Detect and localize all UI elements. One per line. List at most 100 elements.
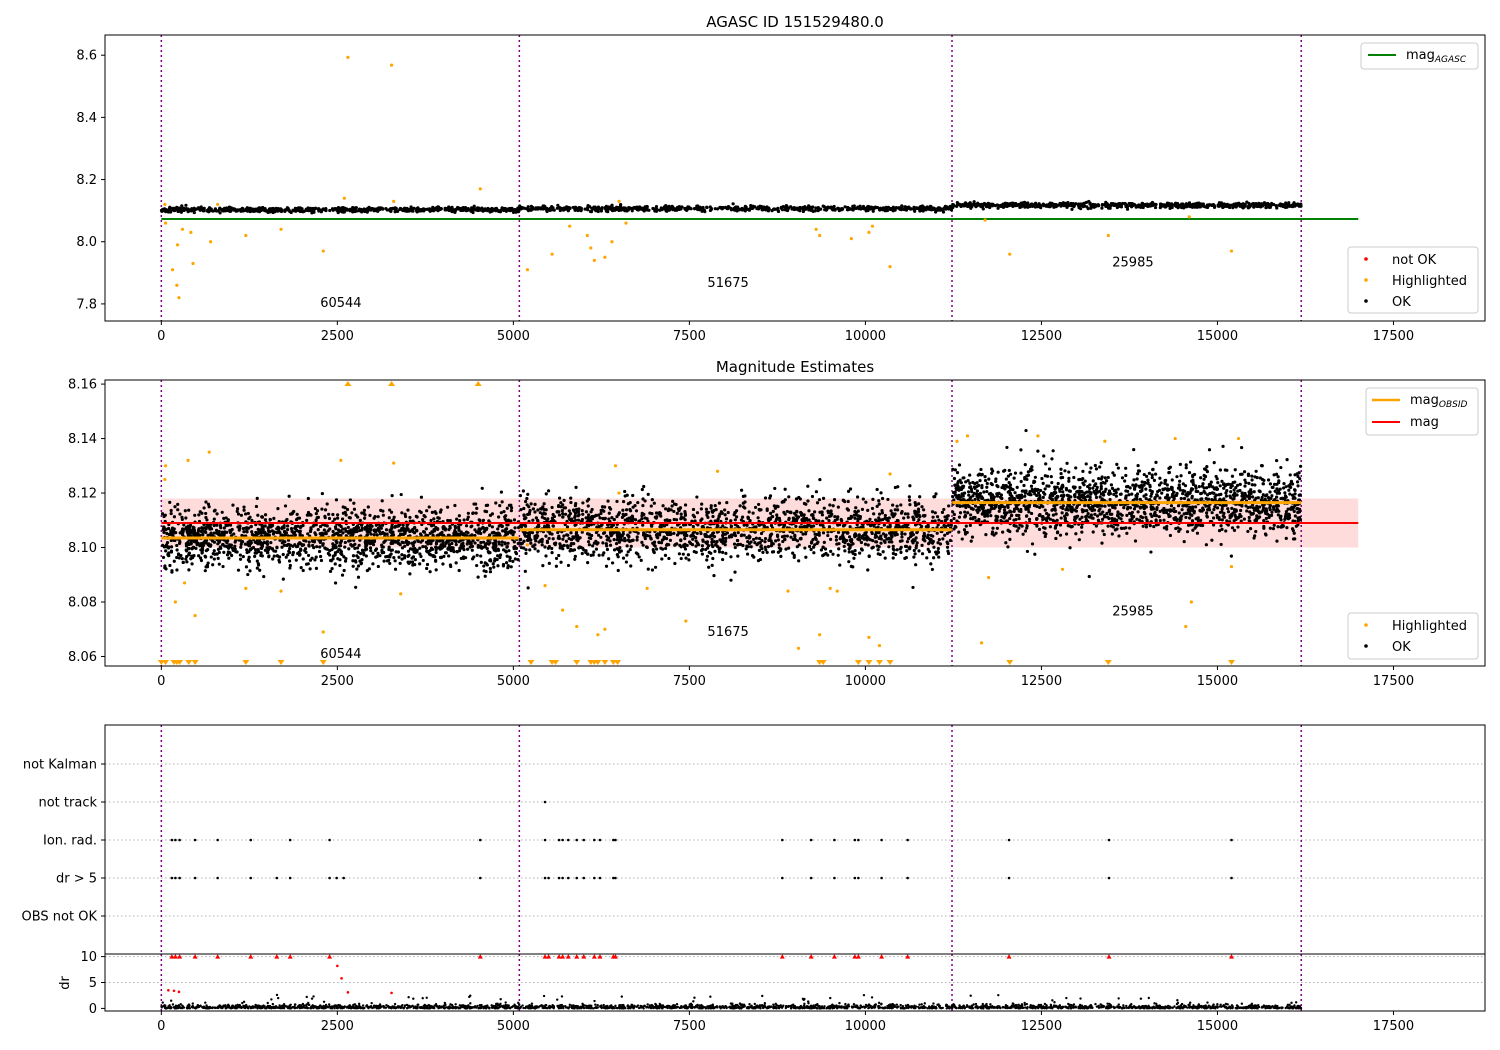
ok-point [277,560,282,564]
ok-point [351,564,355,568]
ok-point [471,511,475,515]
ok-point [217,540,221,544]
ok-point [175,568,179,572]
ok-point [879,534,883,538]
highlighted-point [525,268,530,272]
ok-point [320,491,324,496]
ok-point [418,562,422,566]
ok-point [709,207,713,211]
ok-point [255,496,259,500]
ok-point [705,205,709,209]
ok-point [497,515,501,519]
ok-point [336,516,340,520]
ok-point [831,552,835,556]
ok-point [415,528,419,532]
ok-point [204,549,208,553]
ok-point [888,207,893,212]
ok-point [413,558,417,562]
ok-point [409,207,413,211]
ok-point [378,532,383,536]
ok-point [775,513,779,517]
ok-point [525,207,529,211]
ok-point [496,554,500,558]
ok-point [1234,205,1238,209]
ok-point [163,527,167,531]
ok-point [485,503,490,507]
ok-point [457,568,461,573]
ok-point [879,491,883,495]
ok-point [533,547,537,551]
ok-point [291,544,295,548]
ok-point [488,513,493,517]
ok-point [631,493,635,498]
ok-point [159,208,164,213]
ok-point [301,557,305,561]
ok-point [654,205,659,209]
ok-point [414,209,419,213]
ok-point [943,533,947,537]
ok-point [587,543,591,547]
ok-point [912,539,916,543]
ok-point [569,541,573,546]
ok-point [857,538,862,542]
ok-point [779,205,783,209]
ok-point [639,558,643,562]
ok-point [947,504,951,508]
ok-point [373,515,377,519]
ok-point [662,535,666,539]
x-tick-label: 10000 [845,329,886,344]
ok-point [337,529,342,533]
ok-point [436,527,440,531]
ok-point [811,205,815,209]
ok-point [270,523,275,527]
ok-point [488,558,492,562]
ok-point [870,506,875,511]
highlighted-point [1229,249,1234,253]
ok-point [833,515,837,519]
ok-point [1064,201,1068,205]
ok-point [815,501,820,505]
ok-point [187,568,191,572]
ok-point [389,541,393,545]
ok-point [271,210,275,215]
ok-point [745,552,750,556]
ok-point [615,514,619,519]
ok-point [509,506,514,510]
ok-point [500,540,504,544]
ok-point [349,207,353,211]
ok-point [948,204,952,208]
ok-point [644,545,649,549]
ok-point [973,203,977,207]
ok-point [935,531,939,535]
ok-point [447,543,452,547]
ok-point [912,518,916,522]
highlighted-point [568,224,572,228]
ok-point [337,547,341,552]
ok-point [599,209,603,213]
ok-point [1082,204,1087,208]
ok-point [350,544,354,548]
ok-point [500,500,504,504]
ok-point [456,207,460,211]
ok-point [247,544,252,548]
ok-point [246,558,251,562]
ok-point [225,545,229,549]
ok-point [290,529,294,533]
ok-point [992,203,996,207]
ok-point [691,507,696,512]
ok-point [429,553,433,557]
ok-point [453,526,458,530]
highlighted-point [244,233,248,238]
ok-point [478,518,482,523]
ok-point [810,208,814,212]
ok-point [181,560,185,565]
ok-point [229,209,233,213]
ok-point [700,544,704,548]
ok-point [298,531,302,536]
ok-point [459,538,463,543]
ok-point [640,540,644,544]
highlighted-point [163,202,167,207]
ok-point [463,206,468,210]
ok-point [627,206,631,210]
ok-point [724,551,728,555]
